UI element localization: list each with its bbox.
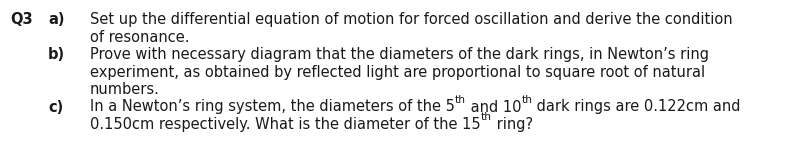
Text: dark rings are 0.122cm and: dark rings are 0.122cm and xyxy=(532,100,741,115)
Text: Q3: Q3 xyxy=(10,12,33,27)
Text: Prove with necessary diagram that the diameters of the dark rings, in Newton’s r: Prove with necessary diagram that the di… xyxy=(90,47,709,62)
Text: and 10: and 10 xyxy=(466,100,522,115)
Text: ring?: ring? xyxy=(491,117,533,132)
Text: of resonance.: of resonance. xyxy=(90,30,189,45)
Text: c): c) xyxy=(48,100,63,115)
Text: b): b) xyxy=(48,47,66,62)
Text: a): a) xyxy=(48,12,65,27)
Text: experiment, as obtained by reflected light are proportional to square root of na: experiment, as obtained by reflected lig… xyxy=(90,64,706,79)
Text: 0.150cm respectively. What is the diameter of the 15: 0.150cm respectively. What is the diamet… xyxy=(90,117,481,132)
Text: Set up the differential equation of motion for forced oscillation and derive the: Set up the differential equation of moti… xyxy=(90,12,733,27)
Text: th: th xyxy=(522,95,532,105)
Text: th: th xyxy=(481,112,491,122)
Text: numbers.: numbers. xyxy=(90,82,160,97)
Text: th: th xyxy=(455,95,466,105)
Text: In a Newton’s ring system, the diameters of the 5: In a Newton’s ring system, the diameters… xyxy=(90,100,455,115)
